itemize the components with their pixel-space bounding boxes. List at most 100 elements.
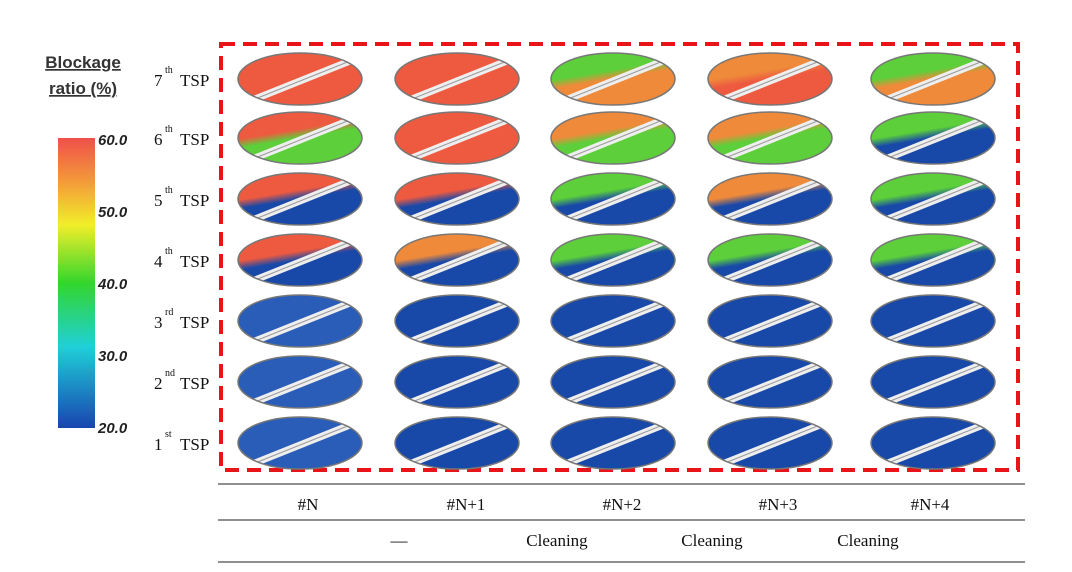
blockage-map (708, 173, 832, 225)
map-outline (237, 355, 363, 409)
blockage-map (871, 417, 995, 469)
row-number: 1 (154, 435, 163, 454)
map-outline (394, 172, 520, 226)
blockage-map (238, 173, 362, 225)
map-outline (394, 233, 520, 287)
colorbar-tick-label: 60.0 (98, 132, 128, 149)
blockage-map (551, 112, 675, 164)
map-outline (707, 111, 833, 165)
blockage-map (551, 53, 675, 105)
blockage-map (871, 234, 995, 286)
column-label: #N (298, 495, 319, 514)
row-suffix: nd (165, 368, 175, 379)
map-outline (870, 233, 996, 287)
map-outline (707, 233, 833, 287)
action-label: Cleaning (837, 531, 899, 550)
row-label: TSP (180, 313, 209, 332)
blockage-map (871, 53, 995, 105)
map-outline (870, 52, 996, 106)
blockage-map (551, 295, 675, 347)
colorbar-title: ratio (%) (49, 79, 117, 98)
map-outline (237, 111, 363, 165)
map-outline (550, 416, 676, 470)
colorbar-tick-label: 20.0 (97, 420, 128, 437)
map-outline (707, 52, 833, 106)
row-number: 7 (154, 71, 163, 90)
map-outline (237, 52, 363, 106)
column-label: #N+4 (911, 495, 950, 514)
row-label: TSP (180, 191, 209, 210)
blockage-map (708, 112, 832, 164)
blockage-map (551, 417, 675, 469)
map-outline (707, 172, 833, 226)
row-suffix: st (165, 429, 172, 440)
map-outline (707, 416, 833, 470)
row-suffix: th (165, 124, 173, 135)
map-outline (707, 294, 833, 348)
row-number: 4 (154, 252, 163, 271)
highlight-box (219, 42, 1020, 472)
blockage-map (871, 295, 995, 347)
colorbar-tick-label: 30.0 (98, 348, 128, 365)
row-suffix: th (165, 246, 173, 257)
row-suffix: th (165, 65, 173, 76)
map-outline (550, 52, 676, 106)
blockage-map (551, 234, 675, 286)
column-label: #N+2 (603, 495, 642, 514)
row-label: TSP (180, 130, 209, 149)
colorbar (58, 138, 95, 428)
row-label: TSP (180, 252, 209, 271)
row-number: 3 (154, 313, 163, 332)
row-number: 6 (154, 130, 163, 149)
column-label: #N+1 (447, 495, 486, 514)
map-outline (394, 111, 520, 165)
blockage-map (551, 356, 675, 408)
map-outline (394, 355, 520, 409)
blockage-map (238, 112, 362, 164)
map-outline (550, 172, 676, 226)
map-outline (707, 355, 833, 409)
map-outline (870, 416, 996, 470)
colorbar-title: Blockage (45, 53, 121, 72)
map-outline (237, 294, 363, 348)
blockage-map (395, 234, 519, 286)
blockage-map (871, 112, 995, 164)
map-outline (237, 172, 363, 226)
blockage-map (395, 295, 519, 347)
row-label: TSP (180, 374, 209, 393)
row-label: TSP (180, 435, 209, 454)
blockage-map (708, 53, 832, 105)
blockage-map (395, 173, 519, 225)
map-outline (394, 52, 520, 106)
colorbar-tick-label: 40.0 (97, 276, 128, 293)
column-label: #N+3 (759, 495, 798, 514)
map-outline (237, 416, 363, 470)
colorbar-tick-label: 50.0 (98, 204, 128, 221)
blockage-map (708, 234, 832, 286)
action-label: Cleaning (681, 531, 743, 550)
blockage-map (708, 295, 832, 347)
map-outline (870, 294, 996, 348)
map-outline (550, 294, 676, 348)
blockage-map (395, 53, 519, 105)
row-suffix: rd (165, 307, 173, 318)
map-outline (550, 355, 676, 409)
blockage-map (238, 417, 362, 469)
row-number: 2 (154, 374, 163, 393)
map-outline (550, 233, 676, 287)
map-outline (550, 111, 676, 165)
map-outline (237, 233, 363, 287)
blockage-map (395, 356, 519, 408)
map-outline (870, 111, 996, 165)
blockage-map (708, 417, 832, 469)
map-outline (870, 172, 996, 226)
blockage-map (708, 356, 832, 408)
blockage-map (395, 417, 519, 469)
row-suffix: th (165, 185, 173, 196)
map-outline (394, 416, 520, 470)
row-label: TSP (180, 71, 209, 90)
blockage-map (238, 356, 362, 408)
blockage-map (551, 173, 675, 225)
blockage-map (395, 112, 519, 164)
